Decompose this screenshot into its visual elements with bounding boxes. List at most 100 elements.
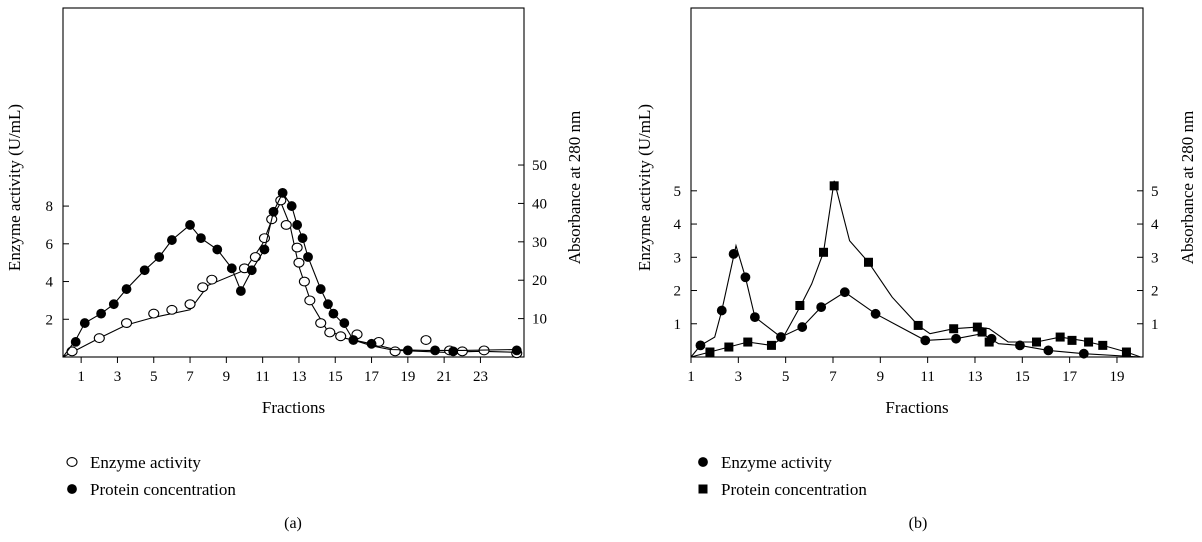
data-point [184, 299, 196, 310]
legend-marker [67, 484, 77, 494]
y-right-tick-label: 1 [1151, 317, 1159, 333]
data-point [949, 324, 959, 334]
data-point [249, 252, 261, 262]
data-point [66, 346, 78, 357]
data-point [166, 235, 177, 245]
data-point [139, 265, 150, 276]
data-point [348, 335, 359, 345]
data-point [339, 318, 350, 328]
data-point [795, 300, 805, 310]
data-point [870, 308, 881, 319]
plot-frame [690, 7, 1144, 358]
data-point [402, 345, 413, 356]
data-point [315, 284, 326, 294]
x-tick-label: 9 [877, 369, 885, 385]
y-left-tick-label: 4 [674, 217, 682, 233]
y-left-tick-label: 2 [674, 284, 682, 300]
data-point [166, 304, 178, 315]
x-tick-label: 15 [328, 369, 343, 385]
x-tick-label: 15 [1015, 369, 1030, 385]
data-point [303, 252, 313, 262]
legend-marker [698, 457, 708, 467]
data-point [420, 335, 432, 345]
data-point [724, 342, 734, 352]
data-point [1078, 348, 1089, 359]
data-point [1121, 347, 1131, 357]
legend-marker [66, 457, 78, 467]
y-left-tick-label: 1 [674, 317, 682, 333]
x-tick-label: 1 [77, 369, 85, 385]
x-tick-label: 3 [735, 369, 743, 385]
x-axis-label: Fractions [262, 398, 325, 417]
data-point [235, 286, 246, 296]
data-point [121, 284, 132, 294]
y-right-tick-label: 2 [1151, 284, 1159, 300]
x-tick-label: 7 [186, 369, 194, 385]
x-tick-label: 21 [437, 369, 452, 385]
panel-label: (a) [284, 515, 302, 532]
data-point [863, 257, 873, 267]
data-point [430, 345, 440, 356]
data-point [972, 322, 982, 332]
data-point [185, 220, 195, 230]
x-tick-label: 11 [920, 369, 934, 385]
x-tick-label: 17 [364, 369, 380, 385]
chart-panel-a: 1 3 5 7 9 11 13 15 17 19 21 2324681020304050Fractio… [5, 7, 584, 532]
x-tick-label: 23 [473, 369, 488, 385]
y-right-tick-label: 20 [532, 273, 547, 289]
x-tick-label: 11 [255, 369, 269, 385]
data-point [819, 247, 829, 257]
data-point [749, 312, 760, 323]
data-point [366, 338, 377, 349]
data-point [829, 181, 839, 191]
y-right-tick-label: 3 [1151, 250, 1159, 266]
data-point [456, 346, 468, 357]
x-tick-label: 5 [150, 369, 158, 385]
x-tick-label: 19 [1109, 369, 1124, 385]
data-point [315, 318, 327, 328]
x-tick-label: 13 [291, 369, 306, 385]
data-point [766, 340, 776, 350]
data-point [977, 327, 987, 337]
y-right-tick-label: 5 [1151, 184, 1159, 200]
data-point [293, 257, 305, 268]
legend-label: Enzyme activity [90, 453, 201, 472]
data-point [743, 337, 753, 347]
data-point [297, 233, 308, 244]
y-right-tick-label: 50 [532, 158, 547, 174]
data-point [1067, 335, 1077, 345]
data-point [212, 244, 223, 255]
data-point [280, 219, 292, 230]
y-right-tick-label: 40 [532, 196, 547, 212]
y-right-tick-label: 10 [532, 312, 547, 328]
y-right-axis-label: Absorbance at 280 nm [1178, 111, 1197, 264]
data-point [277, 187, 288, 198]
series-line [62, 191, 517, 358]
legend-marker [698, 484, 708, 494]
data-point [246, 265, 257, 276]
y-left-tick-label: 6 [46, 237, 54, 253]
data-point [291, 242, 303, 253]
data-point [304, 295, 316, 306]
data-point [839, 287, 850, 298]
data-point [511, 345, 522, 356]
data-point [96, 308, 107, 319]
data-point [148, 308, 160, 319]
data-point [695, 340, 706, 351]
y-right-tick-label: 30 [532, 235, 547, 251]
data-point [1032, 337, 1042, 347]
data-point [951, 333, 961, 344]
y-left-tick-label: 2 [46, 312, 54, 328]
data-point [79, 318, 90, 328]
y-left-tick-label: 8 [46, 199, 54, 215]
data-point [259, 244, 270, 255]
x-tick-label: 9 [223, 369, 231, 385]
data-point [93, 333, 105, 344]
data-point [154, 252, 165, 262]
data-point [268, 206, 279, 217]
series-1 [690, 243, 1141, 359]
x-tick-label: 19 [400, 369, 415, 385]
data-point [776, 332, 786, 342]
series-2 [690, 180, 1141, 358]
